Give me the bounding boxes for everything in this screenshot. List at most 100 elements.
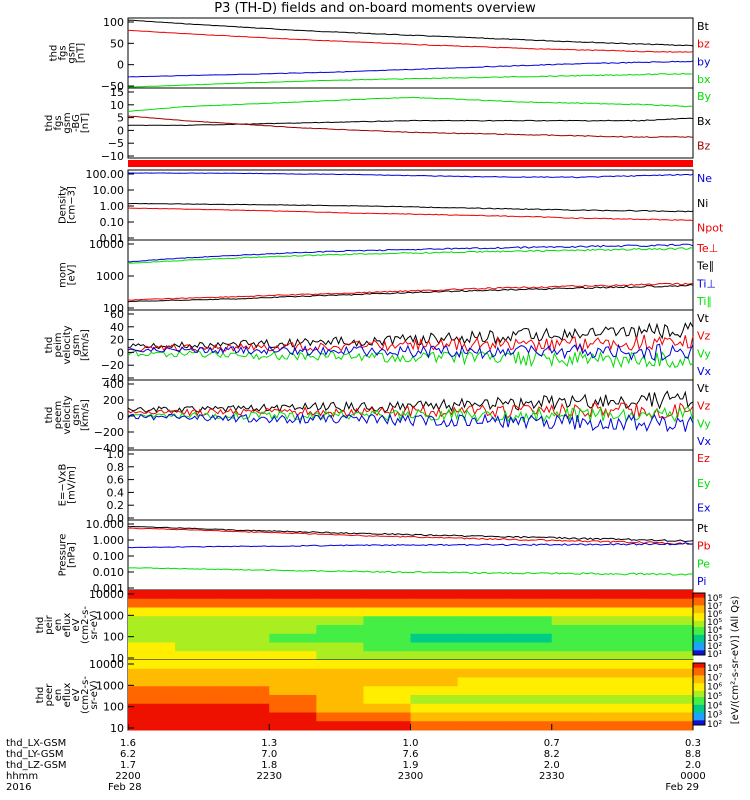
colorbar-cell — [693, 664, 705, 667]
y-axis-label: peem — [53, 401, 64, 429]
y-tick-label: 10.00 — [93, 184, 125, 197]
colorbar-cell — [693, 650, 705, 653]
heatmap-cell — [457, 703, 506, 713]
heatmap-cell — [269, 686, 317, 696]
heatmap-cell — [175, 660, 223, 670]
x-tick-label: 2.0 — [544, 760, 560, 771]
heatmap-cell — [551, 598, 600, 608]
colorbar-frame — [692, 592, 706, 656]
heatmap-cell — [410, 607, 459, 617]
y-tick-label: 0 — [117, 346, 124, 359]
heatmap-cell — [645, 642, 694, 652]
legend-Bx: Bx — [697, 115, 712, 128]
x-tick-label: 7.0 — [261, 749, 277, 760]
x-tick-label: 1.0 — [403, 738, 419, 749]
y-axis-label: gsm — [71, 404, 82, 425]
heatmap-cell — [457, 686, 506, 696]
colorbar-cell — [693, 704, 705, 707]
x-tick-label: Feb 28 — [108, 782, 142, 793]
y-axis-label: thd — [44, 407, 55, 424]
colorbar-cell — [693, 694, 705, 697]
colorbar-cell — [693, 673, 705, 676]
colorbar-tick-label: 10⁷ — [707, 673, 722, 683]
y-tick-label: −10 — [101, 150, 124, 163]
heatmap-cell — [410, 590, 459, 600]
heatmap-cell — [645, 598, 694, 608]
legend-Vx: Vx — [697, 435, 712, 448]
legend-Vt: Vt — [697, 312, 710, 325]
colorbar-cell — [693, 625, 705, 628]
series-line-Te⊥ — [127, 282, 694, 301]
heatmap-cell — [128, 668, 176, 678]
series-line-Vt — [127, 390, 694, 414]
heatmap-cell — [504, 668, 553, 678]
y-tick-label: 100 — [103, 302, 124, 315]
heatmap-cell — [316, 616, 364, 626]
y-tick-label: −400 — [94, 442, 124, 455]
legend-bz: bz — [697, 38, 710, 51]
heatmap-cell — [551, 721, 600, 731]
colorbar-cell — [693, 599, 705, 602]
y-axis-label: thd — [44, 337, 55, 354]
heatmap-cell — [504, 625, 553, 635]
x-tick-label: 1.9 — [403, 760, 419, 771]
heatmap-cell — [316, 590, 364, 600]
heatmap-cell — [175, 721, 223, 731]
y-axis-label: Pressure — [58, 534, 69, 577]
heatmap-cell — [363, 686, 411, 696]
panel-frame — [127, 17, 694, 89]
legend-Vz: Vz — [697, 400, 711, 413]
colorbar-cell — [693, 648, 705, 651]
heatmap-cell — [551, 625, 600, 635]
heatmap-cell — [222, 651, 270, 661]
legend-Ez: Ez — [697, 452, 710, 465]
y-tick-label: 200 — [103, 394, 124, 407]
colorbar-cell — [693, 644, 705, 647]
colorbar-cell — [693, 678, 705, 681]
status-band — [128, 160, 693, 167]
heatmap-cell — [316, 677, 364, 687]
heatmap-cell — [410, 668, 459, 678]
colorbar-cell — [693, 684, 705, 687]
heatmap-cell — [551, 607, 600, 617]
heatmap-cell — [504, 607, 553, 617]
heatmap-cell — [645, 686, 694, 696]
heatmap-cell — [175, 695, 223, 705]
heatmap-cell — [551, 677, 600, 687]
colorbar-cell — [693, 602, 705, 605]
series-line-Pt — [127, 525, 694, 543]
series-line-Ti∥ — [127, 247, 694, 264]
heatmap-cell — [504, 703, 553, 713]
y-tick-label: 1000 — [96, 679, 124, 692]
heatmap-cell — [504, 695, 553, 705]
y-axis-label: gsm — [71, 334, 82, 355]
colorbar-cell — [693, 613, 705, 616]
heatmap-cell — [128, 590, 176, 600]
colorbar-tick-label: 10⁶ — [707, 683, 722, 693]
colorbar-cell — [693, 717, 705, 720]
heatmap-cell — [269, 590, 317, 600]
y-tick-label: 10.000 — [86, 518, 125, 531]
y-axis-label: E=−VxB — [58, 464, 69, 507]
heatmap-cell — [551, 668, 600, 678]
heatmap-cell — [363, 668, 411, 678]
heatmap-cell — [175, 703, 223, 713]
heatmap-cell — [363, 721, 411, 731]
y-axis-label: [nT] — [80, 113, 91, 133]
y-tick-label: 10000 — [89, 658, 124, 671]
y-tick-label: 1.00 — [100, 200, 125, 213]
y-tick-label: 50 — [110, 37, 124, 50]
heatmap-cell — [598, 668, 647, 678]
heatmap-cell — [457, 695, 506, 705]
series-line-Ne — [127, 172, 694, 179]
y-axis-label: (cm2-s- — [80, 676, 91, 714]
heatmap-cell — [410, 598, 459, 608]
colorbar-tick-label: 10³ — [707, 711, 722, 721]
x-tick-label: 0.7 — [544, 738, 560, 749]
heatmap-cell — [363, 598, 411, 608]
colorbar-cell — [693, 721, 705, 724]
colorbar-cell — [693, 653, 705, 656]
heatmap-cell — [457, 660, 506, 670]
heatmap-cell — [316, 721, 364, 731]
